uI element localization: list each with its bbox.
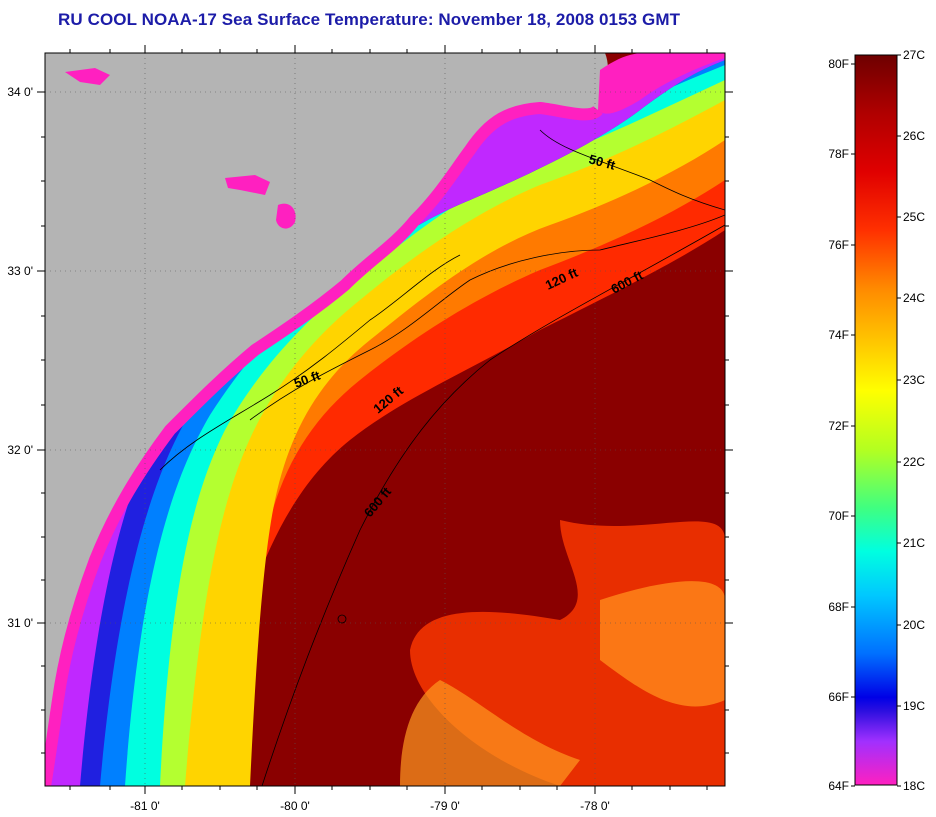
colorbar-label-22c: 22C	[903, 455, 925, 469]
colorbar-label-23c: 23C	[903, 373, 925, 387]
colorbar-label-74f: 74F	[828, 328, 849, 342]
lat-label-33: 33 0'	[7, 264, 33, 278]
lon-label-81: -81 0'	[130, 799, 160, 813]
lat-label-32: 32 0'	[7, 443, 33, 457]
colorbar-gradient	[854, 54, 898, 786]
colorbar-label-72f: 72F	[828, 419, 849, 433]
page-title: RU COOL NOAA-17 Sea Surface Temperature:…	[58, 10, 681, 29]
colorbar-label-80f: 80F	[828, 57, 849, 71]
lat-ticks	[37, 91, 733, 754]
colorbar-label-64f: 64F	[828, 779, 849, 793]
colorbar-label-25c: 25C	[903, 210, 925, 224]
colorbar-label-21c: 21C	[903, 536, 925, 550]
colorbar-label-27c: 27C	[903, 48, 925, 62]
lon-label-80: -80 0'	[280, 799, 310, 813]
map-frame	[44, 52, 726, 787]
colorbar-label-26c: 26C	[903, 129, 925, 143]
colorbar-label-18c: 18C	[903, 779, 925, 793]
colorbar-label-70f: 70F	[828, 509, 849, 523]
colorbar-label-78f: 78F	[828, 147, 849, 161]
colorbar-label-24c: 24C	[903, 291, 925, 305]
contour-label-50ft-north: 50 ft	[587, 151, 617, 173]
lat-label-31: 31 0'	[7, 616, 33, 630]
lon-label-79: -79 0'	[430, 799, 460, 813]
colorbar-label-68f: 68F	[828, 600, 849, 614]
lat-label-34: 34 0'	[7, 85, 33, 99]
lon-label-78: -78 0'	[580, 799, 610, 813]
colorbar-label-76f: 76F	[828, 238, 849, 252]
lon-ticks	[69, 45, 708, 794]
colorbar: 80F 78F 76F 74F 72F 70F 68F 66F 64F 27C …	[828, 48, 925, 793]
colorbar-label-66f: 66F	[828, 690, 849, 704]
colorbar-label-20c: 20C	[903, 618, 925, 632]
colorbar-label-19c: 19C	[903, 699, 925, 713]
sst-map	[45, 53, 725, 786]
